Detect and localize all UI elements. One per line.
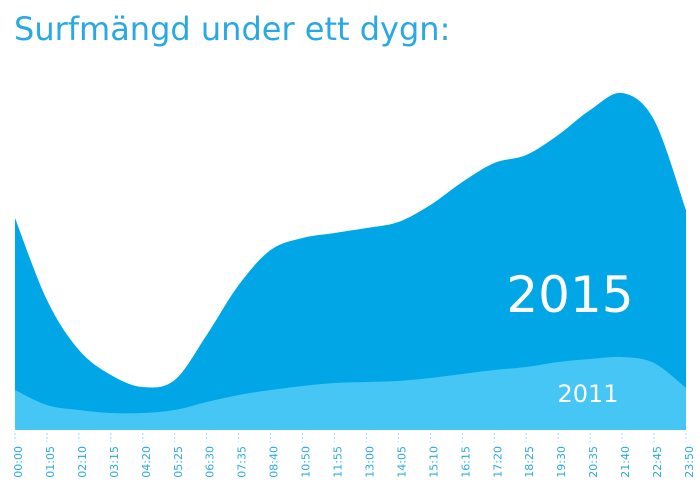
x-tick-label: 01:05 — [44, 446, 57, 478]
x-tick-label: 04:20 — [140, 446, 153, 478]
x-tick-label: 22:45 — [651, 446, 664, 478]
x-tick-label: 10:50 — [300, 446, 313, 478]
area — [15, 356, 686, 430]
series-label: 2011 — [557, 380, 618, 408]
x-tick-label: 13:00 — [363, 446, 376, 478]
x-tick-label: 05:25 — [172, 446, 185, 478]
x-tick-label: 16:15 — [459, 446, 472, 478]
x-tick-label: 21:40 — [619, 446, 632, 478]
x-tick-label: 06:30 — [204, 446, 217, 478]
x-tick-label: 17:20 — [491, 446, 504, 478]
x-tick-label: 00:00 — [12, 446, 25, 478]
area — [15, 92, 686, 430]
x-tick-label: 19:30 — [555, 446, 568, 478]
x-tick-label: 15:10 — [427, 446, 440, 478]
x-tick-label: 11:55 — [332, 446, 345, 478]
chart-title: Surfmängd under ett dygn: — [14, 10, 450, 48]
x-tick-label: 07:35 — [236, 446, 249, 478]
series-label: 2015 — [506, 266, 633, 324]
x-tick-label: 08:40 — [268, 446, 281, 478]
x-tick-label: 20:35 — [587, 446, 600, 478]
x-tick-label: 14:05 — [395, 446, 408, 478]
x-tick-label: 18:25 — [523, 446, 536, 478]
x-tick-label: 02:10 — [76, 446, 89, 478]
x-tick-label: 23:50 — [683, 446, 696, 478]
x-tick-label: 03:15 — [108, 446, 121, 478]
